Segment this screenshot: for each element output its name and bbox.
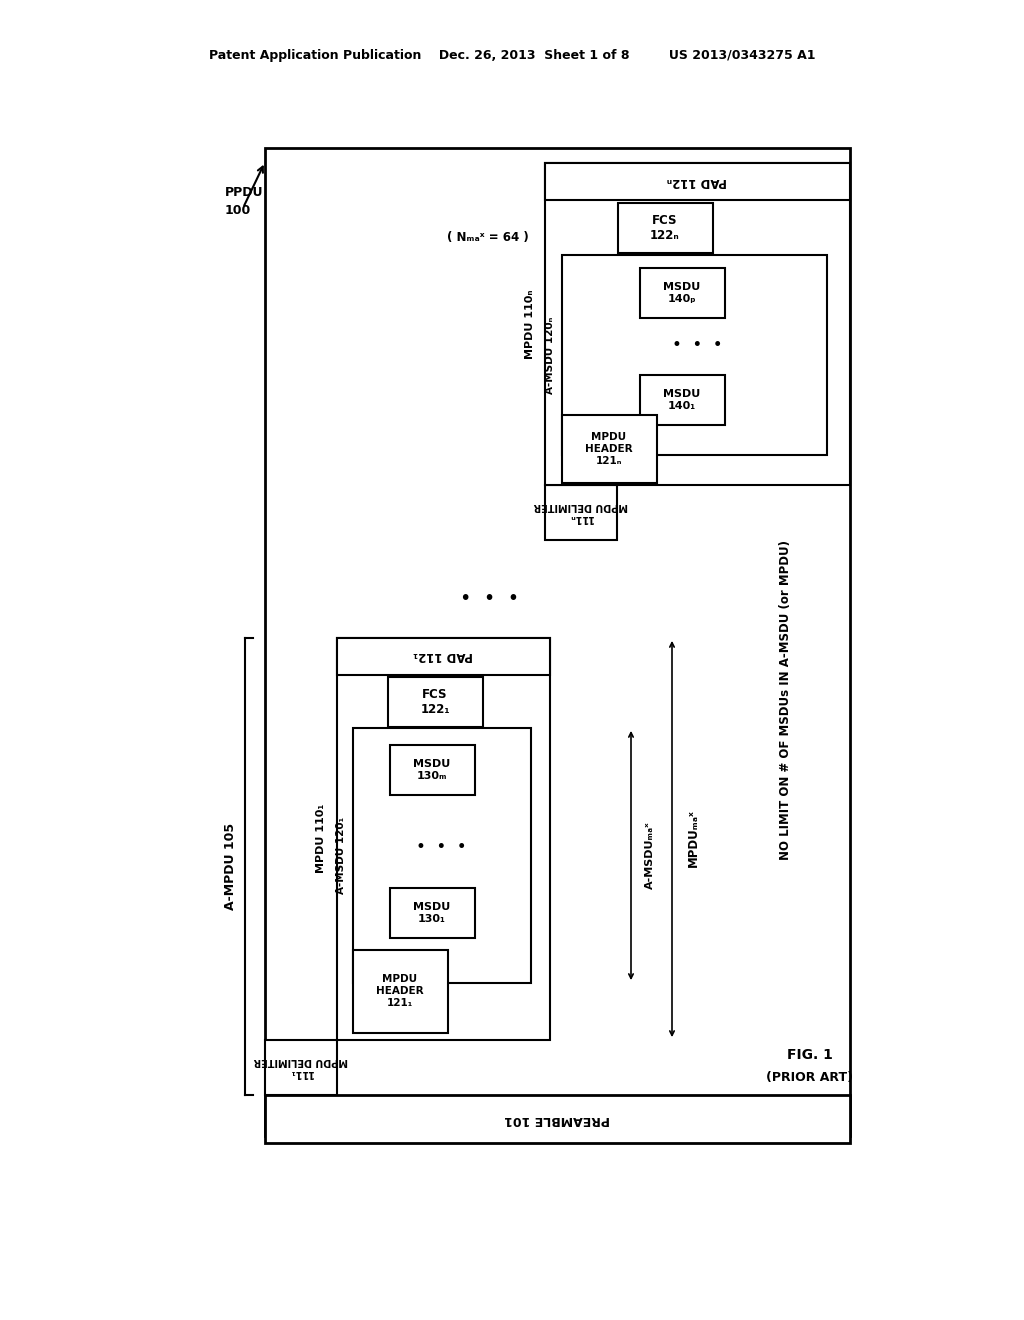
Text: MPDU 110₁: MPDU 110₁ bbox=[316, 804, 326, 873]
Bar bbox=[353, 950, 449, 1034]
Bar bbox=[562, 255, 827, 455]
Text: MSDU
140ₚ: MSDU 140ₚ bbox=[664, 282, 700, 304]
Text: A-MPDU 105: A-MPDU 105 bbox=[223, 822, 237, 909]
Text: MPDU 110ₙ: MPDU 110ₙ bbox=[525, 289, 535, 359]
Bar bbox=[618, 203, 713, 253]
Bar bbox=[545, 484, 617, 540]
Text: 111ₙ
MPDU DELIMITER: 111ₙ MPDU DELIMITER bbox=[534, 502, 628, 523]
Bar bbox=[390, 888, 475, 939]
Text: •  •  •: • • • bbox=[672, 337, 722, 354]
Bar bbox=[545, 162, 850, 201]
Text: PREAMBLE 101: PREAMBLE 101 bbox=[504, 1113, 610, 1126]
Text: NO LIMIT ON # OF MSDUs IN A-MSDU (or MPDU): NO LIMIT ON # OF MSDUs IN A-MSDU (or MPD… bbox=[778, 540, 792, 861]
Text: A-MSDU 120ₙ: A-MSDU 120ₙ bbox=[545, 317, 555, 393]
Text: (PRIOR ART): (PRIOR ART) bbox=[767, 1072, 853, 1085]
Text: MSDU
140₁: MSDU 140₁ bbox=[664, 389, 700, 411]
Bar bbox=[353, 729, 531, 983]
Text: FIG. 1: FIG. 1 bbox=[787, 1048, 833, 1063]
Text: 111₁
MPDU DELIMITER: 111₁ MPDU DELIMITER bbox=[254, 1056, 348, 1078]
Text: ( Nₘₐˣ = 64 ): ( Nₘₐˣ = 64 ) bbox=[447, 231, 528, 244]
Text: MSDU
130₁: MSDU 130₁ bbox=[414, 902, 451, 924]
Text: FCS
122₁: FCS 122₁ bbox=[420, 688, 450, 715]
Text: •  •  •: • • • bbox=[416, 838, 466, 855]
Bar bbox=[337, 638, 550, 675]
Bar bbox=[337, 638, 550, 1040]
Text: MPDU
HEADER
121ₙ: MPDU HEADER 121ₙ bbox=[585, 433, 633, 466]
Bar bbox=[545, 162, 850, 484]
Text: MPDUₘₐˣ: MPDUₘₐˣ bbox=[686, 809, 699, 867]
Bar bbox=[265, 1096, 850, 1143]
Bar bbox=[388, 677, 483, 727]
Text: FCS
122ₙ: FCS 122ₙ bbox=[650, 214, 680, 242]
Text: •  •  •: • • • bbox=[461, 589, 519, 607]
Text: MSDU
130ₘ: MSDU 130ₘ bbox=[414, 759, 451, 781]
Text: Patent Application Publication    Dec. 26, 2013  Sheet 1 of 8         US 2013/03: Patent Application Publication Dec. 26, … bbox=[209, 49, 815, 62]
Text: A-MSDU 120₁: A-MSDU 120₁ bbox=[336, 817, 346, 894]
Bar bbox=[390, 744, 475, 795]
Bar bbox=[265, 148, 850, 1137]
Text: A-MSDUₘₐˣ: A-MSDUₘₐˣ bbox=[645, 821, 655, 888]
Bar bbox=[640, 268, 725, 318]
Bar bbox=[640, 375, 725, 425]
Bar bbox=[265, 1040, 337, 1096]
Text: 100: 100 bbox=[225, 203, 251, 216]
Text: PAD 112₁: PAD 112₁ bbox=[413, 649, 473, 663]
Text: PAD 112ₙ: PAD 112ₙ bbox=[667, 174, 727, 187]
Text: MPDU
HEADER
121₁: MPDU HEADER 121₁ bbox=[376, 974, 424, 1007]
Text: PPDU: PPDU bbox=[225, 186, 263, 198]
Bar bbox=[562, 414, 657, 483]
